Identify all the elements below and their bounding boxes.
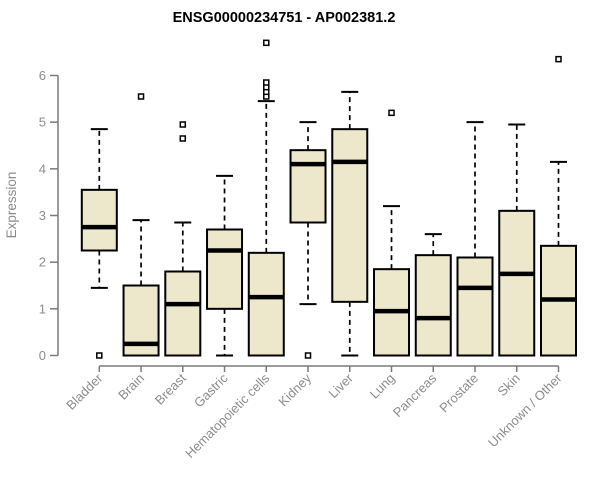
x-tick-label: Skin <box>494 371 522 399</box>
box-liver <box>331 90 369 357</box>
iqr-box <box>414 254 452 357</box>
iqr-box <box>498 209 536 357</box>
box-gastric <box>206 174 244 357</box>
x-tick-label: Breast <box>152 370 189 407</box>
x-tick-label: Pancreas <box>390 370 440 420</box>
box-unknown-other <box>539 55 577 357</box>
x-tick-label: Gastric <box>191 370 231 410</box>
y-axis: 0 1 2 3 4 5 6 <box>39 68 59 363</box>
outlier-point <box>555 55 562 63</box>
y-tick-label: 4 <box>39 161 46 176</box>
outlier-point <box>137 93 145 100</box>
box-prostate <box>456 121 494 357</box>
outlier-point <box>263 39 270 47</box>
y-tick-label: 2 <box>39 255 46 270</box>
iqr-box <box>206 228 244 310</box>
y-tick-label: 6 <box>39 68 46 83</box>
x-tick-label: Brain <box>115 371 147 403</box>
y-tick-label: 5 <box>39 115 46 130</box>
iqr-box <box>80 188 118 252</box>
x-tick-label: Bladder <box>63 370 106 413</box>
box-kidney <box>289 121 327 359</box>
x-tick-label: Lung <box>367 371 398 402</box>
y-tick-label: 3 <box>39 208 46 223</box>
x-tick-label: Kidney <box>275 370 314 409</box>
box-breast <box>164 121 202 357</box>
x-tick-label: Prostate <box>436 371 481 416</box>
x-tick-label: Liver <box>325 370 356 401</box>
iqr-box <box>164 270 202 357</box>
chart-title: ENSG00000234751 - AP002381.2 <box>173 10 396 26</box>
outlier-point <box>179 121 187 128</box>
outlier-point <box>179 135 187 142</box>
box-bladder <box>80 128 118 359</box>
outlier-point <box>304 352 312 359</box>
iqr-box <box>331 128 369 303</box>
x-tick-label: Unknown / Other <box>485 370 565 450</box>
box-skin <box>498 123 536 357</box>
iqr-box <box>289 149 327 224</box>
box-brain <box>122 93 160 357</box>
iqr-box <box>247 251 285 357</box>
y-axis-label: Expression <box>4 172 19 239</box>
box-lung <box>373 109 411 357</box>
outlier-point <box>388 109 395 117</box>
outlier-point <box>96 352 103 359</box>
box-hematopoietic-cells <box>247 39 285 357</box>
box-pancreas <box>414 233 452 357</box>
iqr-box <box>456 256 494 357</box>
boxes-group <box>80 39 577 359</box>
y-tick-label: 0 <box>39 348 46 363</box>
outlier-point <box>263 79 270 86</box>
y-tick-label: 1 <box>39 301 46 316</box>
